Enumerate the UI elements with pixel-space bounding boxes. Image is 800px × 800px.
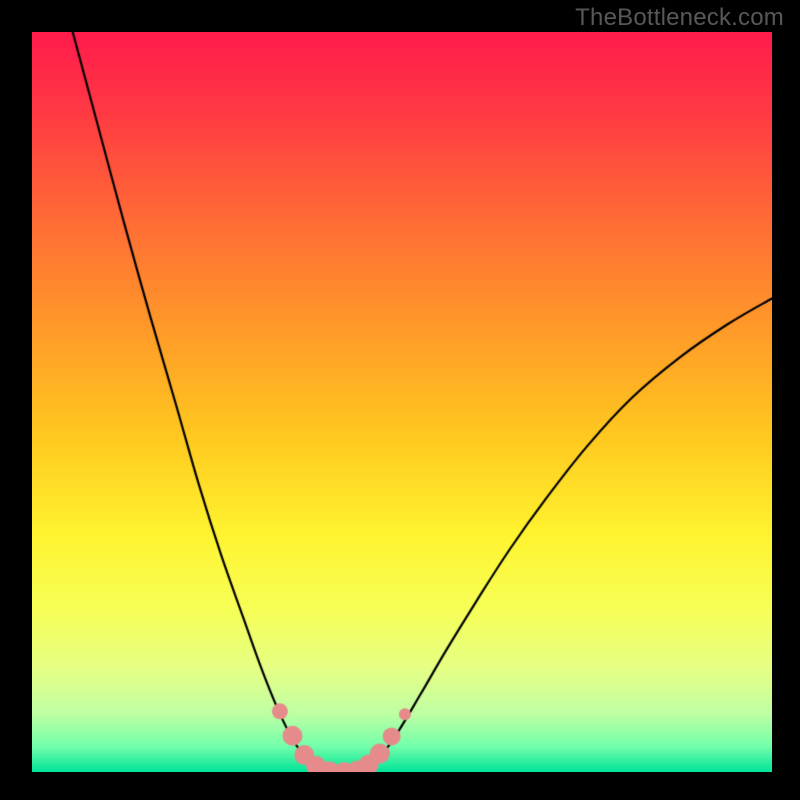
figure-root: TheBottleneck.com [0,0,800,800]
watermark-text: TheBottleneck.com [575,4,784,32]
plot-area [32,32,772,772]
chart-canvas [32,32,772,772]
